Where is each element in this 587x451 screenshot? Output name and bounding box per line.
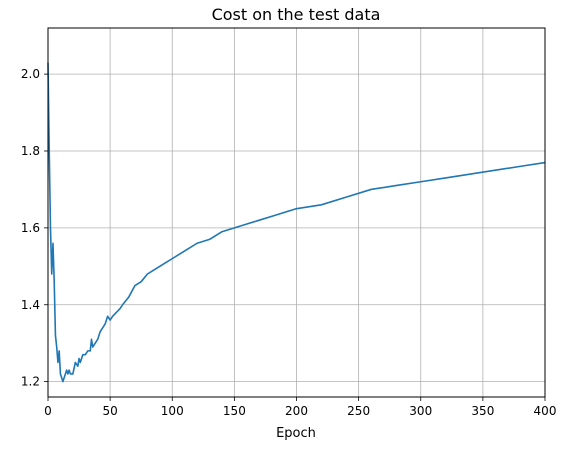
x-tick-label: 200 [285,404,308,418]
y-tick-label: 1.6 [21,221,40,235]
x-tick-label: 50 [102,404,117,418]
x-tick-label: 300 [409,404,432,418]
y-tick-label: 1.2 [21,375,40,389]
y-tick-label: 1.8 [21,144,40,158]
y-tick-label: 1.4 [21,298,40,312]
tick-layer: 0 50 100 150 200 250 300 350 400 1.2 1.4 1.6 1.8 2.0 [21,67,557,418]
grid-lines [47,28,546,397]
chart-title: Cost on the test data [212,5,381,24]
series-line [47,62,546,383]
x-axis-label: Epoch [276,426,316,441]
series-layer [47,62,546,383]
y-tick-label: 2.0 [21,67,40,81]
x-tick-label: 350 [471,404,494,418]
x-tick-label: 250 [347,404,370,418]
x-tick-label: 150 [223,404,246,418]
x-tick-label: 400 [534,404,557,418]
x-tick-label: 100 [161,404,184,418]
x-tick-label: 0 [44,404,52,418]
